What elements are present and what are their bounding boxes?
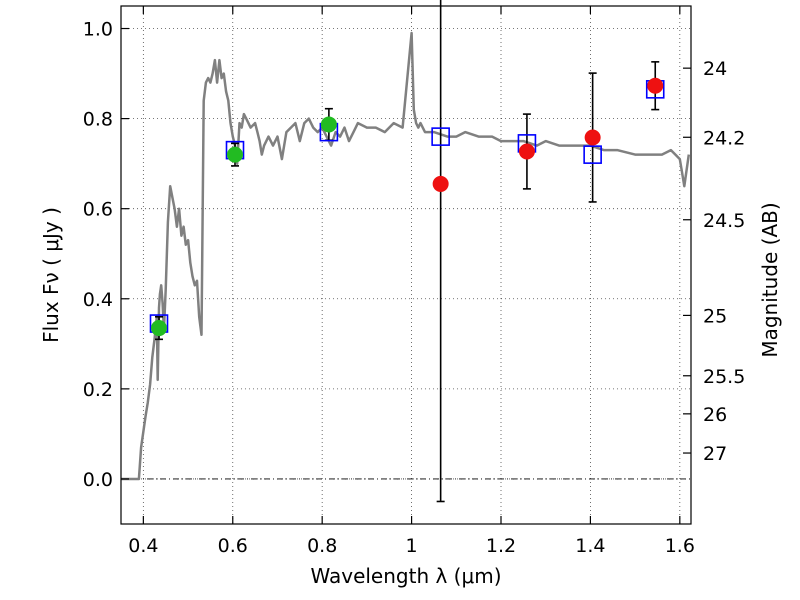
mag-tick-label: 25.5 <box>703 366 745 388</box>
green-data-point <box>227 146 243 163</box>
x-tick-label: 1.6 <box>665 535 695 557</box>
red-data-point <box>584 129 601 146</box>
y-tick-label: 0.2 <box>83 379 113 401</box>
mag-tick-label: 25 <box>703 305 727 327</box>
plot-frame <box>120 5 692 525</box>
mag-tick-label: 26 <box>703 404 727 426</box>
x-tick-label: 0.4 <box>128 535 158 557</box>
model-point-square <box>583 145 602 164</box>
x-tick-label: 1.4 <box>575 535 605 557</box>
red-data-point <box>647 77 664 94</box>
x-axis-title: Wavelength λ (μm) <box>310 564 501 588</box>
mag-tick-label: 24 <box>703 58 727 80</box>
y-tick-label: 0.8 <box>83 109 113 131</box>
grid-layer <box>121 6 691 524</box>
y-tick-label: 1.0 <box>83 19 113 41</box>
y-tick-label: 0.6 <box>83 199 113 221</box>
red-data-point <box>518 143 535 160</box>
x-tick-label: 1 <box>406 535 418 557</box>
x-tick-label: 1.2 <box>486 535 516 557</box>
model-point-square <box>431 127 450 146</box>
mag-tick-label: 24.2 <box>703 127 745 149</box>
tick-layer: 0.4 0.6 0.8 1 1.2 1.4 1.6 0.0 0.2 0.4 0.6 0.8 1.0 24 2… <box>83 6 745 557</box>
model-spectrum-layer <box>121 31 691 481</box>
x-tick-label: 0.6 <box>218 535 248 557</box>
data-point-layer <box>151 77 664 337</box>
y-tick-label: 0.0 <box>83 469 113 491</box>
green-data-point <box>151 320 167 337</box>
x-tick-label: 0.8 <box>307 535 337 557</box>
green-data-point <box>320 116 337 133</box>
mag-tick-label: 27 <box>703 443 727 465</box>
red-data-point <box>432 175 449 192</box>
y-tick-label: 0.4 <box>83 289 113 311</box>
y-axis-title: Flux Fν ( μJy ) <box>39 207 63 343</box>
y2-axis-title: Magnitude (AB) <box>758 202 782 357</box>
model-spectrum-line <box>121 31 691 481</box>
mag-tick-label: 24.5 <box>703 210 745 232</box>
